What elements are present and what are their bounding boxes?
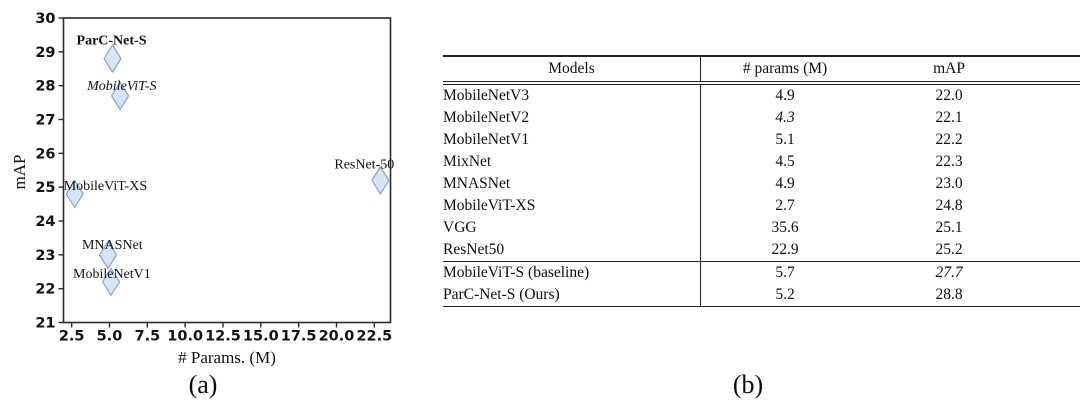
- table-row: MNASNet 4.9 23.0: [443, 173, 1080, 195]
- y-tick-label: 29: [35, 45, 55, 61]
- data-point-label: MNASNet: [82, 238, 143, 253]
- y-tick-label: 25: [35, 180, 55, 196]
- table-row: MobileViT-S (baseline) 5.7 27.7: [443, 261, 1080, 285]
- cell-params: 22.9: [771, 241, 799, 258]
- y-tick-label: 24: [35, 214, 55, 230]
- column-header-spacer: [1029, 56, 1080, 83]
- cell-models: MobileViT-S (baseline): [443, 261, 701, 284]
- cell-models: MobileNetV1: [443, 129, 701, 151]
- cell-map: 25.2: [935, 241, 963, 258]
- x-tick-label: 10.0: [167, 329, 203, 345]
- data-point-diamond: [98, 240, 118, 270]
- cell-fill: [1029, 262, 1080, 285]
- y-tick-label: 21: [35, 316, 55, 332]
- cell-params: 4.9: [775, 87, 795, 104]
- column-header-map: mAP: [933, 60, 965, 77]
- cell-models: VGG: [443, 217, 701, 239]
- cell-params: 4.9: [775, 175, 795, 192]
- data-point-diamond: [371, 165, 390, 196]
- data-point-diamond: [101, 267, 121, 297]
- x-tick-label: 5.0: [97, 329, 123, 345]
- cell-map: 23.0: [935, 175, 963, 192]
- cell-params: 5.7: [775, 264, 795, 281]
- plot-frame: [62, 17, 392, 324]
- x-tick-label: 7.5: [134, 329, 160, 345]
- cell-params: 4.5: [775, 153, 795, 170]
- data-point-label: ParC-Net-S: [77, 34, 147, 49]
- model-comparison-table: Models # params (M) mAP MobileNetV3 4.9 22…: [443, 55, 1080, 307]
- cell-models: MNASNet: [443, 173, 701, 195]
- table-row: MobileNetV3 4.9 22.0: [443, 83, 1080, 107]
- table-row: VGG 35.6 25.1: [443, 217, 1080, 239]
- x-tick-label: 17.5: [281, 329, 317, 345]
- cell-params: 35.6: [771, 219, 799, 236]
- cell-fill: [1029, 129, 1080, 151]
- cell-fill: [1029, 195, 1080, 217]
- cell-models: MobileNetV2: [443, 107, 701, 129]
- cell-params: 2.7: [775, 197, 795, 214]
- map-vs-params-scatter-chart: # Params. (M) mAP 2.5 5.0 7.5 10.0 12.5 15.0 1…: [10, 11, 394, 367]
- data-point-label: MobileViT-S: [86, 79, 156, 94]
- column-header-models: Models: [443, 56, 701, 83]
- x-tick-label: 12.5: [205, 329, 241, 345]
- table-header-row: Models # params (M) mAP: [443, 56, 1080, 83]
- cell-fill: [1029, 83, 1080, 107]
- y-tick-label: 28: [35, 79, 55, 95]
- cell-fill: [1029, 151, 1080, 173]
- x-axis-label: # Params. (M): [178, 348, 276, 367]
- table-row: ParC-Net-S (Ours) 5.2 28.8: [443, 284, 1080, 307]
- cell-params: 5.1: [775, 131, 795, 148]
- y-tick-label: 27: [35, 113, 55, 129]
- x-tick-label: 2.5: [59, 329, 85, 345]
- cell-map: 25.1: [935, 219, 963, 236]
- cell-map: 22.0: [935, 87, 963, 104]
- cell-models: ParC-Net-S (Ours): [443, 284, 701, 307]
- cell-fill: [1029, 239, 1080, 262]
- y-tick-label: 26: [35, 146, 55, 162]
- cell-params: 4.3: [775, 109, 795, 126]
- data-point-label: MobileViT-XS: [64, 179, 147, 194]
- subfigure-b-caption: (b): [732, 370, 764, 399]
- subfigure-a-caption: (a): [188, 370, 218, 399]
- data-point-label: MobileNetV1: [73, 267, 151, 282]
- y-tick-label: 22: [35, 282, 55, 298]
- scatter-plot-figure: # Params. (M) mAP 2.5 5.0 7.5 10.0 12.5 15.0 1…: [0, 0, 432, 409]
- x-tick-label: 20.0: [319, 329, 355, 345]
- cell-fill: [1029, 284, 1080, 307]
- cell-fill: [1029, 107, 1080, 129]
- table-row: MixNet 4.5 22.3: [443, 151, 1080, 173]
- x-tick-label: 15.0: [243, 329, 279, 345]
- data-point-diamond: [103, 43, 122, 74]
- cell-map: 28.8: [935, 286, 963, 303]
- table-row: MobileNetV1 5.1 22.2: [443, 129, 1080, 151]
- data-point-diamond: [65, 179, 84, 209]
- cell-map: 22.3: [935, 153, 963, 170]
- table-row: MobileNetV2 4.3 22.1: [443, 107, 1080, 129]
- cell-map: 22.2: [935, 131, 963, 148]
- data-point-diamond: [110, 81, 130, 111]
- cell-params: 5.2: [775, 286, 795, 303]
- results-table-figure: Models # params (M) mAP MobileNetV3 4.9 22…: [443, 55, 1080, 307]
- data-point-label: ResNet-50: [334, 157, 394, 172]
- cell-models: MixNet: [443, 151, 701, 173]
- cell-map: 27.7: [935, 264, 963, 281]
- cell-fill: [1029, 217, 1080, 239]
- y-axis-label: mAP: [10, 155, 29, 190]
- cell-fill: [1029, 173, 1080, 195]
- y-tick-label: 23: [35, 248, 55, 264]
- cell-models: ResNet50: [443, 239, 701, 262]
- table-row: ResNet50 22.9 25.2: [443, 239, 1080, 262]
- cell-models: MobileViT-XS: [443, 195, 701, 217]
- table-row: MobileViT-XS 2.7 24.8: [443, 195, 1080, 217]
- x-tick-label: 22.5: [356, 329, 392, 345]
- column-header-params: # params (M): [742, 60, 828, 77]
- cell-map: 22.1: [935, 109, 963, 126]
- y-tick-label: 30: [35, 11, 55, 27]
- cell-map: 24.8: [935, 197, 963, 214]
- cell-models: MobileNetV3: [443, 83, 701, 107]
